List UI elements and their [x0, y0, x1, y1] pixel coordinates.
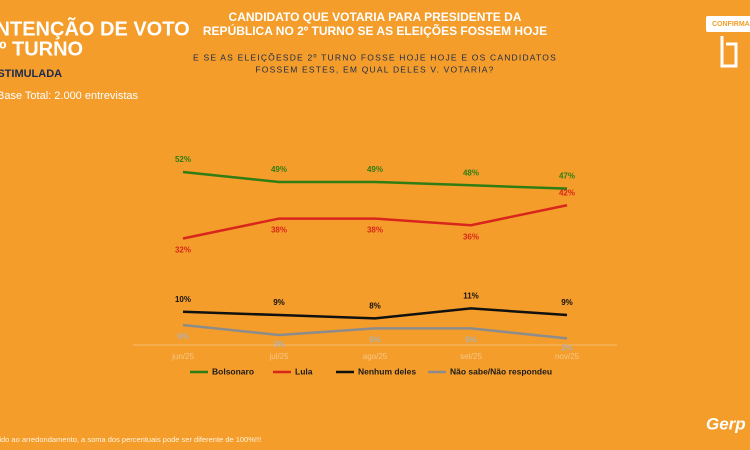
- data-label: 9%: [561, 298, 573, 307]
- series-line: [182, 323, 568, 340]
- x-tick-label: jul/25: [268, 352, 289, 361]
- data-label: 5%: [465, 335, 477, 344]
- title: REPÚBLICA NO 2º TURNO SE AS ELEIÇÕES FOS…: [203, 23, 547, 38]
- left-title: 2º TURNO: [0, 38, 83, 60]
- data-label: 49%: [271, 165, 287, 174]
- x-tick-label: nov/25: [555, 352, 580, 361]
- data-label: 2%: [561, 343, 573, 352]
- series-line: [182, 307, 568, 320]
- x-tick-label: ago/25: [363, 352, 388, 361]
- data-label: 47%: [559, 172, 575, 181]
- question: FOSSEM ESTES, EM QUAL DELES V. VOTARIA?: [255, 64, 494, 74]
- legend-label: Não sabe/Não respondeu: [450, 366, 552, 376]
- button-label[interactable]: CONFIRMA: [712, 21, 750, 28]
- series-line: [182, 170, 568, 190]
- legend-label: Bolsonaro: [212, 366, 254, 376]
- left-title: INTENÇÃO DE VOTO: [0, 17, 190, 40]
- data-label: 32%: [175, 246, 191, 255]
- data-label: 8%: [369, 301, 381, 310]
- data-label: 48%: [463, 168, 479, 177]
- data-label: 10%: [175, 295, 191, 304]
- data-label: 9%: [273, 298, 285, 307]
- tag: ESTIMULADA: [0, 68, 62, 80]
- series-line: [182, 204, 568, 240]
- data-label: 36%: [463, 232, 479, 241]
- data-label: 3%: [273, 340, 285, 349]
- data-label: 6%: [177, 332, 189, 341]
- legend-label: Lula: [295, 366, 313, 376]
- button-box[interactable]: [706, 16, 750, 32]
- footnote: Devido ao arredondamento, a soma dos per…: [0, 435, 261, 444]
- confirm-button[interactable]: CONFIRMA: [706, 16, 750, 68]
- title: CANDIDATO QUE VOTARIA PARA PRESIDENTE DA: [229, 10, 522, 24]
- data-label: 11%: [463, 292, 479, 301]
- x-tick-label: set/25: [460, 352, 482, 361]
- logo: Gerp: [706, 414, 746, 433]
- base-note: Base Total: 2.000 entrevistas: [0, 90, 139, 102]
- data-label: 38%: [271, 226, 287, 235]
- legend-label: Nenhum deles: [358, 366, 416, 376]
- data-label: 42%: [559, 188, 575, 197]
- data-label: 49%: [367, 165, 383, 174]
- question: E SE AS ELEIÇÕESDE 2º TURNO FOSSE HOJE H…: [193, 52, 557, 62]
- data-label: 5%: [369, 335, 381, 344]
- x-tick-label: jun/25: [171, 352, 194, 361]
- hand-icon: [720, 36, 738, 68]
- data-label: 52%: [175, 155, 191, 164]
- data-label: 38%: [367, 226, 383, 235]
